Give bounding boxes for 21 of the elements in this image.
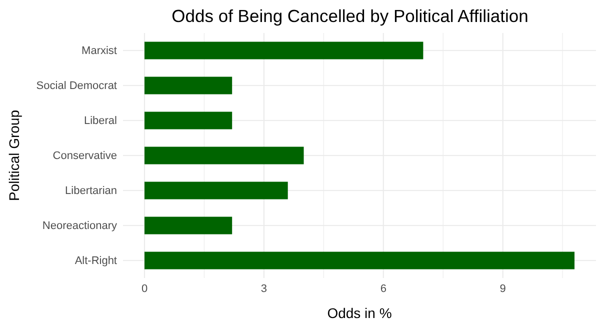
y-tick-label: Alt-Right bbox=[74, 255, 117, 268]
y-tick-label: Marxist bbox=[82, 45, 117, 58]
bar bbox=[144, 112, 232, 130]
x-tick-label: 3 bbox=[260, 282, 268, 295]
bar bbox=[144, 76, 232, 94]
x-tick-label: 9 bbox=[500, 282, 506, 295]
y-tick-label: Conservative bbox=[52, 150, 117, 162]
bar bbox=[144, 182, 288, 200]
bar bbox=[144, 252, 574, 270]
y-tick-label: Liberal bbox=[84, 115, 117, 128]
y-tick-label: Libertarian bbox=[65, 185, 117, 198]
x-tick-label: 6 bbox=[380, 282, 386, 295]
y-axis-title: Political Group bbox=[6, 110, 22, 202]
bar bbox=[144, 146, 304, 164]
x-axis-title: Odds in % bbox=[327, 305, 392, 321]
bar bbox=[144, 216, 232, 234]
x-tick-label: 0 bbox=[141, 282, 148, 295]
y-tick-label: Social Democrat bbox=[36, 80, 117, 92]
bar bbox=[144, 42, 424, 60]
chart-title: Odds of Being Cancelled by Political Affiliation bbox=[172, 6, 528, 26]
y-tick-label: Neoreactionary bbox=[42, 220, 118, 232]
